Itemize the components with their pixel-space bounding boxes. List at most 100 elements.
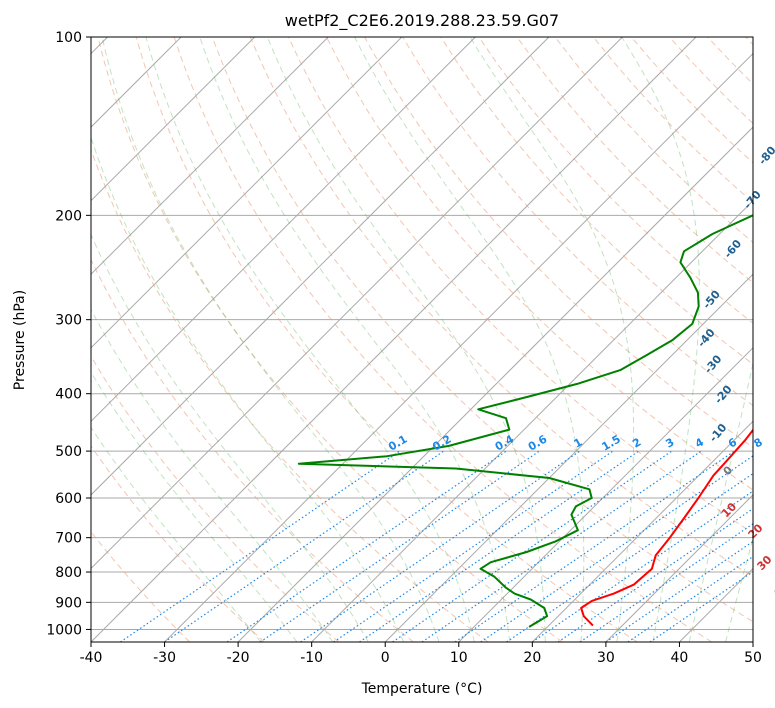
moist-adiabat xyxy=(91,426,262,642)
isotherm-line xyxy=(164,52,753,642)
mixing-ratio-label: 1 xyxy=(571,436,584,451)
x-tick-label: 0 xyxy=(381,650,390,666)
x-tick-label: 10 xyxy=(450,650,468,666)
mixing-ratio-label: 3 xyxy=(663,436,676,451)
dry-adiabat xyxy=(173,37,713,642)
plot-frame xyxy=(90,36,754,643)
dry-adiabat-label: -80 xyxy=(756,144,775,168)
mixing-ratio-line xyxy=(421,450,702,642)
dry-adiabat xyxy=(326,37,753,491)
moist-adiabat xyxy=(91,233,369,642)
moist-adiabat xyxy=(91,308,334,642)
mixing-ratio-line xyxy=(506,472,753,642)
moist-adiabat xyxy=(688,360,753,642)
isotherm-line xyxy=(458,347,753,642)
moist-adiabat-label: 40 xyxy=(771,581,775,601)
dry-adiabat xyxy=(516,37,753,284)
dewpoint-line xyxy=(297,214,753,628)
dry-adiabat xyxy=(91,445,265,642)
background-lines xyxy=(91,37,753,642)
axes: -40 -30 -20 -10 0 10 20 30 40 50 100 200 300 400 500 60… xyxy=(46,30,762,666)
chart-title: wetPf2_C2E6.2019.288.23.59.G07 xyxy=(285,11,559,31)
x-axis-label: Temperature (°C) xyxy=(361,681,483,697)
moist-adiabat xyxy=(145,37,475,642)
isotherm-line xyxy=(531,420,753,642)
mixing-ratio-label: 0.1 xyxy=(386,433,409,454)
isotherm-line xyxy=(679,567,753,642)
mixing-ratio-line xyxy=(392,450,673,642)
isotherm-line xyxy=(605,494,753,642)
dry-adiabat-label: -60 xyxy=(721,237,744,261)
x-tick-label: 20 xyxy=(523,650,541,666)
mixing-ratio-line xyxy=(557,507,753,642)
isotherm-line xyxy=(752,641,753,642)
isotherm-line xyxy=(91,37,623,570)
moist-adiabat xyxy=(725,536,753,642)
isotherm-line xyxy=(91,37,476,423)
isotherm-line xyxy=(384,273,753,642)
x-tick-label: -30 xyxy=(153,650,176,666)
dry-adiabat-label: -30 xyxy=(702,352,725,376)
x-tick-label: -20 xyxy=(227,650,250,666)
dry-adiabat xyxy=(91,355,340,642)
isotherm-line xyxy=(91,37,329,275)
y-tick-label: 400 xyxy=(55,387,82,403)
mixing-ratio-line xyxy=(649,570,753,642)
dry-adiabat xyxy=(211,37,753,623)
y-axis-label: Pressure (hPa) xyxy=(12,290,28,390)
dry-adiabat xyxy=(91,148,489,642)
mixing-ratio-line xyxy=(605,540,753,642)
dry-adiabat xyxy=(707,37,753,85)
mixing-ratio-line xyxy=(359,450,639,642)
y-tick-label: 900 xyxy=(55,595,82,611)
mixing-ratio-label: 8 xyxy=(752,436,765,451)
isotherm-line xyxy=(91,37,256,202)
dry-adiabat xyxy=(287,37,753,534)
moist-adiabat xyxy=(621,37,700,642)
moist-adiabat-label: 20 xyxy=(746,521,766,541)
moist-adiabat-label: 30 xyxy=(755,553,775,573)
y-tick-label: 100 xyxy=(55,30,82,46)
sounding-lines xyxy=(297,214,753,628)
dry-adiabat xyxy=(669,37,753,125)
x-tick-label: -10 xyxy=(300,650,323,666)
y-tick-label: 700 xyxy=(55,531,82,547)
dry-adiabat xyxy=(592,37,753,204)
isotherm-line xyxy=(237,126,753,642)
dry-adiabat xyxy=(91,258,414,642)
mixing-ratio-label: 0.4 xyxy=(493,432,517,453)
dry-adiabat-label: -20 xyxy=(712,383,735,407)
moist-adiabat xyxy=(199,37,511,642)
y-tick-label: 300 xyxy=(55,313,82,329)
mixing-ratio-line xyxy=(333,450,614,642)
x-tick-label: 40 xyxy=(671,650,689,666)
moist-adiabat xyxy=(266,37,546,642)
y-tick-label: 200 xyxy=(55,208,82,224)
mixing-ratio-line xyxy=(226,450,507,642)
mixing-ratio-line xyxy=(120,450,400,642)
isotherm-line xyxy=(91,37,403,349)
moist-adiabat-label: 10 xyxy=(719,500,739,520)
mixing-ratio-label: 2 xyxy=(630,436,643,451)
moist-adiabat xyxy=(469,37,635,642)
mixing-ratio-line xyxy=(627,555,753,642)
x-tick-label: -40 xyxy=(80,650,103,666)
dry-adiabat xyxy=(91,531,191,642)
mixing-ratio-label: 1.5 xyxy=(599,433,622,454)
moist-adiabat xyxy=(91,371,298,642)
mixing-ratio-line xyxy=(164,450,445,642)
y-tick-label: 1000 xyxy=(46,622,82,638)
y-tick-label: 600 xyxy=(55,491,82,507)
mixing-ratio-line xyxy=(300,450,581,642)
x-tick-label: 30 xyxy=(597,650,615,666)
isotherm-line xyxy=(91,37,697,642)
dry-adiabat xyxy=(249,37,753,578)
mixing-ratio-line xyxy=(454,450,735,642)
moist-adiabat xyxy=(101,37,440,642)
mixing-ratio-line xyxy=(531,490,753,642)
dry-adiabat xyxy=(97,37,563,642)
mixing-ratio-label: 0.6 xyxy=(526,432,550,453)
dry-adiabat xyxy=(135,37,638,642)
mixing-ratio-line xyxy=(480,455,753,642)
